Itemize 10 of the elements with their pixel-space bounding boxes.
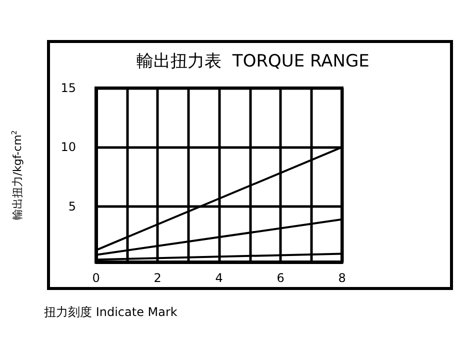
x-tick-label: 2 (154, 271, 162, 285)
x-tick-label: 0 (92, 271, 100, 285)
x-tick-label: 6 (276, 271, 284, 285)
y-tick-label: 10 (60, 140, 76, 154)
y-tick-label: 5 (68, 199, 76, 214)
chart-title: 輸出扭力表 TORQUE RANGE (136, 52, 370, 72)
x-tick-label: 8 (338, 271, 346, 285)
y-tick-label: 15 (60, 81, 76, 95)
x-axis-title: 扭力刻度 Indicate Mark (44, 305, 178, 319)
x-tick-label: 4 (215, 271, 223, 285)
